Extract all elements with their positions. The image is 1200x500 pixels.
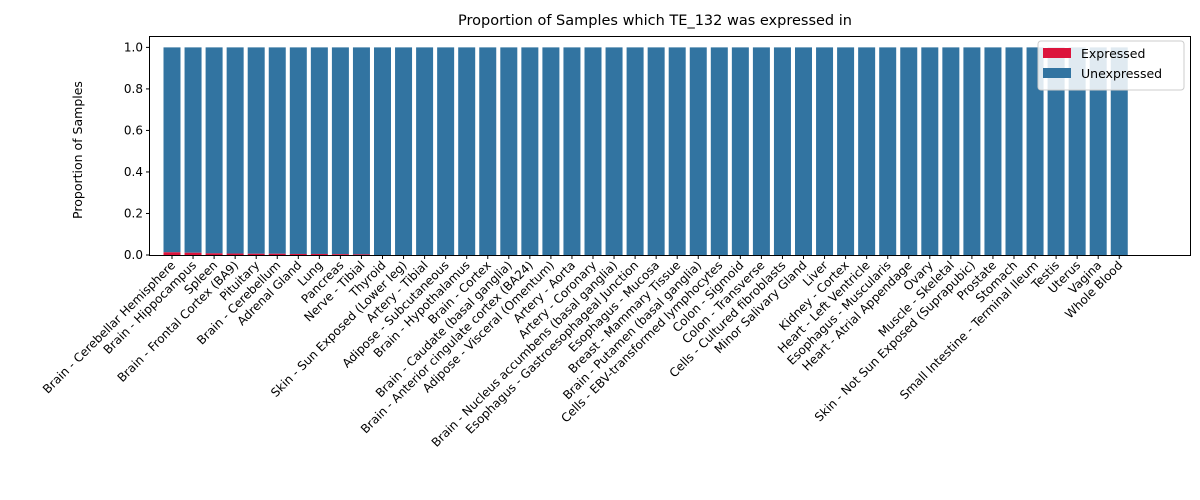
bar-expressed — [352, 254, 370, 255]
x-tick-label: Brain - Cerebellar Hemisphere — [40, 258, 178, 396]
bar-unexpressed — [542, 47, 560, 255]
bar-unexpressed — [352, 47, 370, 255]
bar-unexpressed — [710, 47, 728, 255]
y-ticks-group: 0.0 0.2 0.4 0.6 0.8 1.0 — [124, 40, 150, 262]
bar-expressed — [310, 253, 328, 255]
chart-title: Proportion of Samples which TE_132 was e… — [458, 13, 852, 29]
bar-unexpressed — [626, 47, 644, 255]
y-tick-label: 0.8 — [124, 82, 143, 96]
bar-unexpressed — [331, 47, 349, 255]
bar-unexpressed — [437, 47, 455, 255]
bar-unexpressed — [773, 47, 791, 255]
bar-expressed — [163, 252, 181, 255]
bar-unexpressed — [184, 47, 202, 253]
bar-unexpressed — [289, 47, 307, 254]
bar-unexpressed — [374, 47, 391, 255]
bar-unexpressed — [942, 47, 960, 255]
bar-unexpressed — [395, 47, 413, 255]
bar-expressed — [331, 254, 349, 255]
bar-unexpressed — [858, 47, 876, 255]
bar-expressed — [184, 252, 202, 255]
y-tick-label: 0.4 — [124, 165, 143, 179]
bar-expressed — [268, 253, 286, 255]
plot-frame — [149, 36, 1191, 256]
bar-unexpressed — [984, 47, 1002, 255]
bar-unexpressed — [752, 47, 770, 255]
bar-unexpressed — [879, 47, 897, 255]
bar-unexpressed — [205, 47, 223, 254]
bar-unexpressed — [605, 47, 623, 255]
y-tick-label: 0.6 — [124, 123, 143, 137]
bar-unexpressed — [500, 47, 518, 255]
bar-unexpressed — [1026, 47, 1044, 255]
bar-unexpressed — [1047, 47, 1065, 255]
bar-unexpressed — [1005, 47, 1023, 255]
legend-swatch — [1043, 68, 1071, 78]
bar-unexpressed — [479, 47, 497, 255]
bar-unexpressed — [921, 47, 939, 255]
y-tick-label: 0.0 — [124, 248, 143, 262]
bar-unexpressed — [1089, 47, 1107, 255]
bar-unexpressed — [647, 47, 665, 255]
bar-unexpressed — [1068, 47, 1086, 255]
bar-expressed — [247, 253, 265, 255]
bar-unexpressed — [416, 47, 434, 255]
legend-swatch — [1043, 48, 1071, 58]
y-tick-label: 1.0 — [124, 40, 143, 54]
bar-unexpressed — [816, 47, 834, 255]
bar-unexpressed — [963, 47, 981, 255]
bars-group — [163, 47, 1128, 255]
legend-label: Unexpressed — [1081, 66, 1162, 81]
legend: Expressed Unexpressed — [1037, 40, 1185, 91]
y-tick-label: 0.2 — [124, 206, 143, 220]
bar-unexpressed — [458, 47, 476, 255]
bar-unexpressed — [247, 47, 265, 254]
bar-unexpressed — [668, 47, 686, 255]
bar-unexpressed — [837, 47, 855, 255]
legend-box — [1037, 40, 1185, 91]
bar-unexpressed — [689, 47, 707, 255]
bar-unexpressed — [163, 47, 181, 253]
y-axis-label: Proportion of Samples — [70, 81, 85, 219]
bar-unexpressed — [900, 47, 918, 255]
bar-unexpressed — [268, 47, 286, 254]
legend-label: Expressed — [1081, 46, 1145, 61]
bar-unexpressed — [795, 47, 812, 255]
bar-unexpressed — [731, 47, 749, 255]
bar-unexpressed — [521, 47, 539, 255]
bar-unexpressed — [226, 47, 244, 254]
bar-expressed — [205, 253, 223, 255]
bar-unexpressed — [1110, 47, 1128, 255]
bar-unexpressed — [563, 47, 581, 255]
bar-expressed — [289, 253, 307, 255]
bar-unexpressed — [310, 47, 328, 254]
bar-expressed — [226, 253, 244, 255]
bar-unexpressed — [584, 47, 602, 255]
